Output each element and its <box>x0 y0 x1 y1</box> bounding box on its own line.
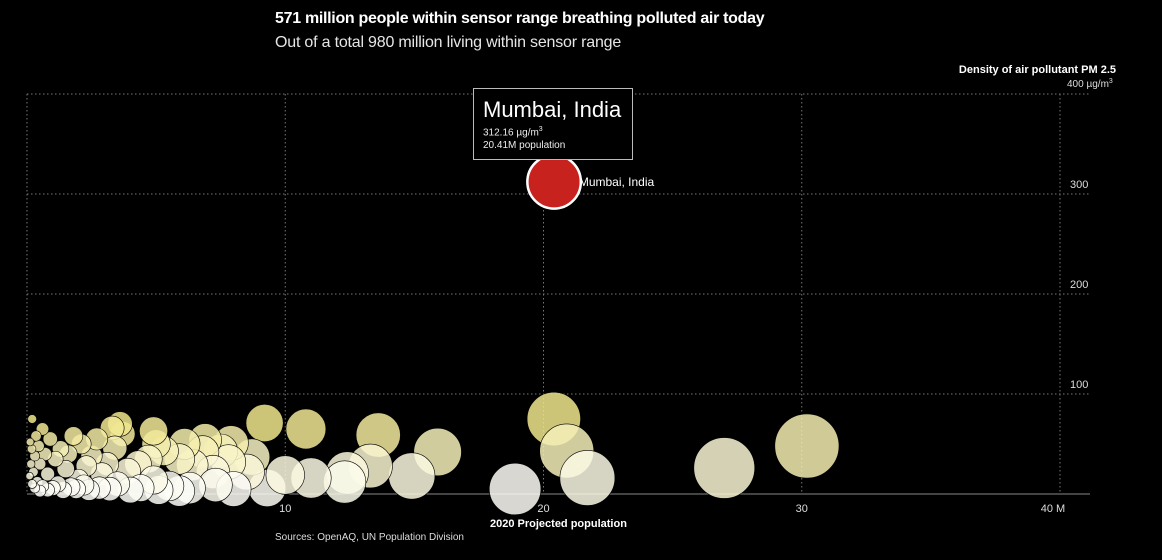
bubble-14[interactable] <box>245 404 284 442</box>
bubble-57[interactable] <box>30 430 42 442</box>
x-tick-label-1: 20 <box>537 503 549 515</box>
chart-subtitle: Out of a total 980 million living within… <box>275 34 622 51</box>
x-tick-label-2: 30 <box>796 503 808 515</box>
x-axis-title: 2020 Projected population <box>490 518 627 530</box>
tooltip-value-sup: 3 <box>538 126 543 133</box>
tooltip-value-number: 312.16 µg/m <box>483 127 539 139</box>
bubble-61[interactable] <box>27 444 37 454</box>
bubble-0[interactable] <box>774 413 840 479</box>
tooltip-value: 312.16 µg/m3 <box>483 123 623 139</box>
bubble-63[interactable] <box>25 437 35 447</box>
bubble-16[interactable] <box>265 455 305 495</box>
y-tick-label-2: 300 <box>1070 179 1088 191</box>
bubble-5[interactable] <box>488 462 542 516</box>
hover-tooltip: Mumbai, India 312.16 µg/m3 20.41M popula… <box>473 88 633 160</box>
bubble-62[interactable] <box>26 459 36 469</box>
y-unit-label: 400 µg/m3 <box>1067 78 1113 90</box>
bubble-64[interactable] <box>25 471 34 481</box>
tooltip-city: Mumbai, India <box>483 97 622 122</box>
bubble-1[interactable] <box>693 437 756 499</box>
bubbles-layer: Mumbai, India <box>25 153 840 516</box>
source-note: Sources: OpenAQ, UN Population Division <box>275 532 464 543</box>
bubble-13[interactable] <box>285 408 327 450</box>
axis-labels: 10 20 30 40 M 100 200 300 400 µg/m3 <box>279 78 1113 515</box>
x-tick-label-3: 40 M <box>1041 503 1065 515</box>
y-tick-label-1: 200 <box>1070 279 1088 291</box>
bubble-60[interactable] <box>27 414 37 424</box>
bubble-50[interactable] <box>42 431 58 447</box>
bubble-highlight-mumbai[interactable] <box>526 153 583 210</box>
bubble-47[interactable] <box>56 459 75 479</box>
y-axis-title: Density of air pollutant PM 2.5 <box>958 64 1116 76</box>
bubble-31[interactable] <box>139 416 168 446</box>
x-tick-label-0: 10 <box>279 503 291 515</box>
bubble-7[interactable] <box>388 452 436 500</box>
highlight-label: Mumbai, India <box>579 175 655 189</box>
chart-title: 571 million people within sensor range b… <box>275 10 765 27</box>
bubble-51[interactable] <box>40 466 55 482</box>
y-tick-label-0: 100 <box>1070 379 1088 391</box>
bubble-4[interactable] <box>559 450 616 506</box>
tooltip-population: 20.41M population <box>483 140 566 152</box>
bubble-88[interactable] <box>27 479 37 489</box>
bubble-46[interactable] <box>63 426 84 446</box>
